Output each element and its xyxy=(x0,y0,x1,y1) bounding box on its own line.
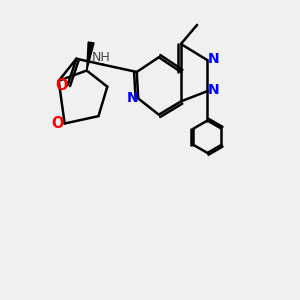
Text: O: O xyxy=(55,78,67,93)
Text: N: N xyxy=(127,92,138,106)
Text: O: O xyxy=(51,116,64,131)
Text: N: N xyxy=(208,52,220,66)
Polygon shape xyxy=(87,42,94,70)
Text: N: N xyxy=(208,82,220,97)
Text: NH: NH xyxy=(92,51,111,64)
